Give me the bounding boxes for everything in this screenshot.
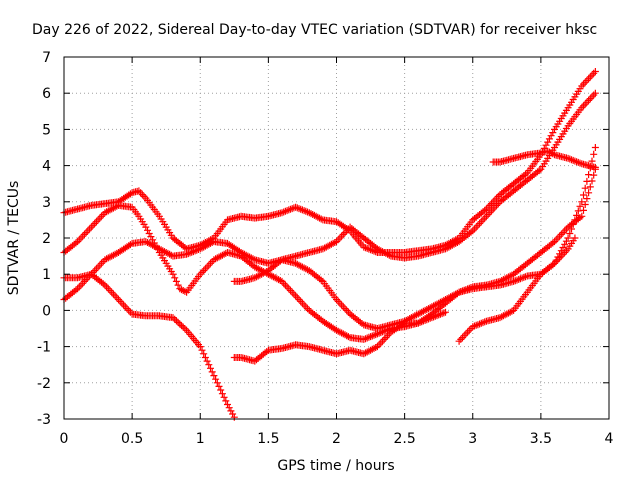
- data-point-markers: [489, 147, 599, 171]
- y-tick-label: 0: [42, 303, 51, 319]
- tick-layer: [63, 56, 610, 420]
- tick-label-layer: 0 0.5 1 1.5 2 2.5 3 3.5 4 -3 -2 -1 0 1 2 3 4 5 6 7: [37, 50, 614, 447]
- series-track-7: [230, 144, 599, 332]
- y-tick-label: 5: [42, 122, 51, 138]
- y-tick-label: 3: [42, 195, 51, 211]
- data-point-markers: [230, 144, 599, 332]
- data-point-markers: [230, 308, 449, 365]
- x-tick-label: 2.5: [393, 431, 415, 447]
- y-tick-label: 6: [42, 86, 51, 102]
- x-tick-label: 1: [196, 431, 205, 447]
- y-tick-label: -3: [37, 412, 51, 428]
- x-tick-label: 3: [468, 431, 477, 447]
- chart-title: Day 226 of 2022, Sidereal Day-to-day VTE…: [32, 22, 597, 38]
- x-tick-label: 1.5: [257, 431, 279, 447]
- x-tick-label: 0: [60, 431, 69, 447]
- series-track-5: [230, 308, 449, 365]
- y-tick-label: 1: [42, 267, 51, 283]
- series-track-8: [489, 147, 599, 171]
- y-tick-label: 4: [42, 159, 51, 175]
- x-tick-label: 0.5: [121, 431, 143, 447]
- y-axis-label: SDTVAR / TECUs: [6, 181, 22, 296]
- x-tick-label: 3.5: [530, 431, 552, 447]
- y-tick-label: 7: [42, 50, 51, 66]
- x-tick-label: 4: [605, 431, 614, 447]
- x-tick-label: 2: [332, 431, 341, 447]
- y-tick-label: -2: [37, 376, 51, 392]
- x-axis-label: GPS time / hours: [277, 458, 394, 474]
- y-tick-label: 2: [42, 231, 51, 247]
- y-tick-label: -1: [37, 340, 51, 356]
